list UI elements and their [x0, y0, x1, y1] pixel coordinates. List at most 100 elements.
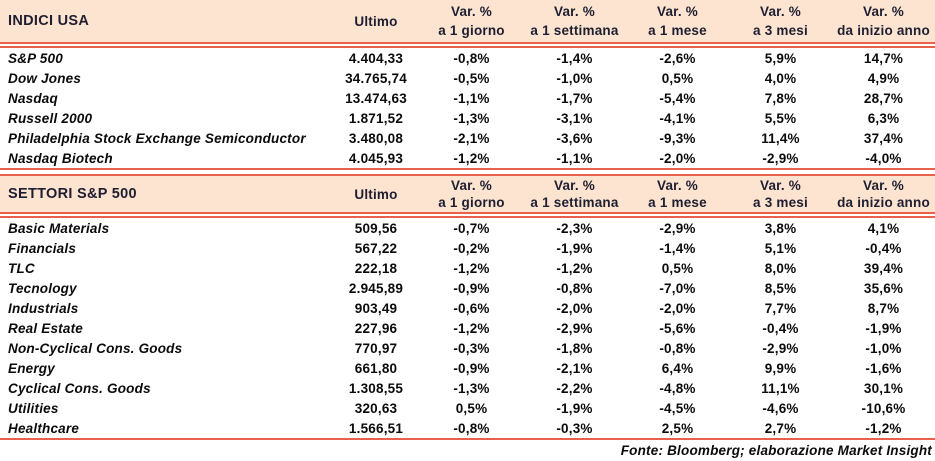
var-pct-label: Var. %	[554, 4, 595, 19]
var-pct-label: Var. %	[451, 4, 492, 19]
pct-value: -0,8%	[556, 280, 593, 296]
ultimo-value: 4.404,33	[348, 50, 404, 66]
table-row: Nasdaq Biotech 4.045,93 -1,2% -1,1% -2,0% -2,…	[0, 148, 935, 168]
var-pct-label: Var. %	[760, 4, 801, 19]
column-header-var: Var. % a 3 mesi	[729, 2, 832, 40]
pct-value: -1,9%	[865, 320, 902, 336]
pct-value: -1,4%	[659, 240, 696, 256]
table-header-band: INDICI USA Ultimo Var. % a 1 giorno Var. % a …	[0, 0, 935, 42]
ultimo-value: 222,18	[354, 260, 398, 276]
table-row: Tecnology 2.945,89 -0,9% -0,8% -7,0% 8,5% 35,6…	[0, 278, 935, 298]
ultimo-value: 903,49	[354, 300, 398, 316]
pct-value: -1,1%	[556, 150, 593, 166]
row-name: Financials	[8, 240, 77, 256]
var-pct-label: Var. %	[863, 178, 904, 193]
table-bottom-border	[0, 168, 935, 170]
pct-value: -4,8%	[659, 380, 696, 396]
table-title: SETTORI S&P 500	[8, 186, 137, 202]
pct-value: -1,7%	[556, 90, 593, 106]
pct-value: -3,1%	[556, 110, 593, 126]
pct-value: 8,5%	[764, 280, 797, 296]
var-pct-label: Var. %	[657, 178, 698, 193]
table-row: Industrials 903,49 -0,6% -2,0% -2,0% 7,7% 8,7%	[0, 298, 935, 318]
table-row: Dow Jones 34.765,74 -0,5% -1,0% 0,5% 4,0% 4,9%	[0, 68, 935, 88]
ultimo-value: 567,22	[354, 240, 398, 256]
pct-value: -0,4%	[762, 320, 799, 336]
column-header-var: Var. % da inizio anno	[832, 2, 935, 40]
pct-value: -4,5%	[659, 400, 696, 416]
pct-value: 8,0%	[764, 260, 797, 276]
pct-value: -1,6%	[865, 360, 902, 376]
pct-value: -1,2%	[453, 150, 490, 166]
period-label: da inizio anno	[837, 23, 930, 38]
pct-value: -0,9%	[453, 360, 490, 376]
row-name: Dow Jones	[8, 70, 82, 86]
ultimo-value: 509,56	[354, 220, 398, 236]
column-header-ultimo: Ultimo	[354, 13, 398, 29]
var-pct-label: Var. %	[451, 178, 492, 193]
pct-value: -1,1%	[453, 90, 490, 106]
table-gap	[0, 170, 935, 174]
period-label: a 3 mesi	[753, 23, 808, 38]
period-label: a 1 settimana	[530, 195, 619, 210]
table-row: Financials 567,22 -0,2% -1,9% -1,4% 5,1% -0,4%	[0, 238, 935, 258]
pct-value: -1,9%	[556, 240, 593, 256]
ultimo-value: 3.480,08	[348, 130, 404, 146]
row-name: Basic Materials	[8, 220, 110, 236]
table-row: Russell 2000 1.871,52 -1,3% -3,1% -4,1% 5,5% 6…	[0, 108, 935, 128]
pct-value: -2,9%	[556, 320, 593, 336]
column-header-var: Var. % a 1 mese	[626, 2, 729, 40]
pct-value: -1,3%	[453, 110, 490, 126]
pct-value: -1,0%	[556, 70, 593, 86]
table-row: Cyclical Cons. Goods 1.308,55 -1,3% -2,2% -4…	[0, 378, 935, 398]
var-pct-label: Var. %	[863, 4, 904, 19]
pct-value: 11,4%	[761, 130, 800, 146]
pct-value: -2,9%	[762, 150, 799, 166]
pct-value: -1,2%	[453, 260, 490, 276]
pct-value: 2,5%	[661, 420, 694, 436]
pct-value: 39,4%	[863, 260, 904, 276]
pct-value: 30,1%	[863, 380, 904, 396]
pct-value: 11,1%	[761, 380, 800, 396]
ultimo-value: 1.566,51	[348, 420, 404, 436]
row-name: Nasdaq	[8, 90, 58, 106]
pct-value: 5,1%	[764, 240, 797, 256]
var-pct-label: Var. %	[657, 4, 698, 19]
table-sp500-sectors: SETTORI S&P 500 Ultimo Var. % a 1 giorno Var…	[0, 174, 935, 440]
pct-value: -1,9%	[556, 400, 593, 416]
table-row: Nasdaq 13.474,63 -1,1% -1,7% -5,4% 7,8% 28,7%	[0, 88, 935, 108]
row-name: Healthcare	[8, 420, 80, 436]
pct-value: -2,2%	[556, 380, 593, 396]
ultimo-value: 2.945,89	[348, 280, 404, 296]
pct-value: 7,8%	[764, 90, 797, 106]
ultimo-value: 661,80	[354, 360, 398, 376]
pct-value: 5,9%	[764, 50, 797, 66]
row-name: Non-Cyclical Cons. Goods	[8, 340, 183, 356]
pct-value: 0,5%	[661, 70, 694, 86]
table-row: Energy 661,80 -0,9% -2,1% 6,4% 9,9% -1,6%	[0, 358, 935, 378]
pct-value: 3,8%	[764, 220, 797, 236]
ultimo-value: 1.871,52	[348, 110, 404, 126]
pct-value: -1,2%	[556, 260, 593, 276]
table-header-band: SETTORI S&P 500 Ultimo Var. % a 1 giorno Var…	[0, 176, 935, 212]
column-header-var: Var. % a 3 mesi	[729, 177, 832, 211]
column-header-var: Var. % a 1 giorno	[420, 2, 523, 40]
var-pct-label: Var. %	[554, 178, 595, 193]
row-name: Russell 2000	[8, 110, 93, 126]
pct-value: -0,3%	[556, 420, 593, 436]
table-row: Basic Materials 509,56 -0,7% -2,3% -2,9% 3,8%…	[0, 218, 935, 238]
column-header-var: Var. % a 1 giorno	[420, 177, 523, 211]
ultimo-value: 4.045,93	[348, 150, 404, 166]
table-row: Real Estate 227,96 -1,2% -2,9% -5,6% -0,4% -1,…	[0, 318, 935, 338]
column-header-var: Var. % da inizio anno	[832, 177, 935, 211]
pct-value: -0,8%	[453, 420, 490, 436]
pct-value: 37,4%	[863, 130, 904, 146]
period-label: a 1 mese	[648, 195, 707, 210]
pct-value: 6,4%	[661, 360, 694, 376]
pct-value: 7,7%	[764, 300, 797, 316]
pct-value: -3,6%	[556, 130, 593, 146]
pct-value: 4,1%	[867, 220, 900, 236]
pct-value: -2,1%	[556, 360, 593, 376]
pct-value: -2,0%	[659, 150, 696, 166]
